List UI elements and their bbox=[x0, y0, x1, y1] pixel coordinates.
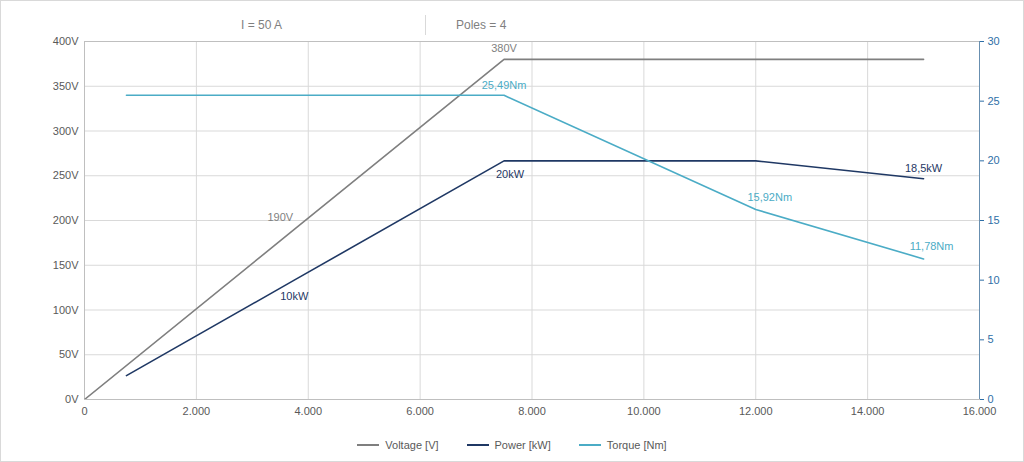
svg-text:15,92Nm: 15,92Nm bbox=[747, 191, 792, 203]
svg-text:25: 25 bbox=[988, 95, 1000, 107]
svg-text:300V: 300V bbox=[53, 125, 79, 137]
svg-text:200V: 200V bbox=[53, 214, 79, 226]
svg-text:20kW: 20kW bbox=[496, 168, 525, 180]
svg-text:6.000: 6.000 bbox=[406, 405, 434, 417]
svg-text:11,78Nm: 11,78Nm bbox=[910, 240, 954, 252]
html-text:Power [kW]: Power [kW] bbox=[494, 439, 551, 451]
html-text:Torque [Nm]: Torque [Nm] bbox=[606, 439, 667, 451]
html-text:I = 50 A: I = 50 A bbox=[241, 18, 282, 32]
svg-text:14.000: 14.000 bbox=[851, 405, 885, 417]
svg-text:100V: 100V bbox=[53, 304, 79, 316]
html-text:Poles = 4: Poles = 4 bbox=[456, 18, 507, 32]
svg-text:150V: 150V bbox=[53, 259, 79, 271]
svg-text:25,49Nm: 25,49Nm bbox=[482, 79, 527, 91]
svg-text:8.000: 8.000 bbox=[518, 405, 546, 417]
svg-text:0: 0 bbox=[988, 393, 994, 405]
svg-text:10kW: 10kW bbox=[280, 290, 309, 302]
svg-text:20: 20 bbox=[988, 154, 1000, 166]
svg-text:2.000: 2.000 bbox=[183, 405, 211, 417]
svg-text:15: 15 bbox=[988, 214, 1000, 226]
svg-text:18,5kW: 18,5kW bbox=[905, 162, 943, 174]
svg-text:0V: 0V bbox=[65, 393, 79, 405]
svg-text:380V: 380V bbox=[491, 42, 517, 54]
svg-text:4.000: 4.000 bbox=[294, 405, 322, 417]
svg-text:16.000: 16.000 bbox=[963, 405, 997, 417]
svg-text:400V: 400V bbox=[53, 35, 79, 47]
svg-text:350V: 350V bbox=[53, 80, 79, 92]
html-text:Voltage [V]: Voltage [V] bbox=[385, 439, 439, 451]
svg-text:250V: 250V bbox=[53, 169, 79, 181]
svg-text:0: 0 bbox=[81, 405, 87, 417]
svg-text:190V: 190V bbox=[267, 211, 293, 223]
svg-text:10.000: 10.000 bbox=[627, 405, 661, 417]
svg-text:50V: 50V bbox=[59, 348, 79, 360]
svg-text:10: 10 bbox=[988, 274, 1000, 286]
svg-text:12.000: 12.000 bbox=[739, 405, 773, 417]
svg-text:30: 30 bbox=[988, 35, 1000, 47]
svg-text:5: 5 bbox=[988, 333, 994, 345]
